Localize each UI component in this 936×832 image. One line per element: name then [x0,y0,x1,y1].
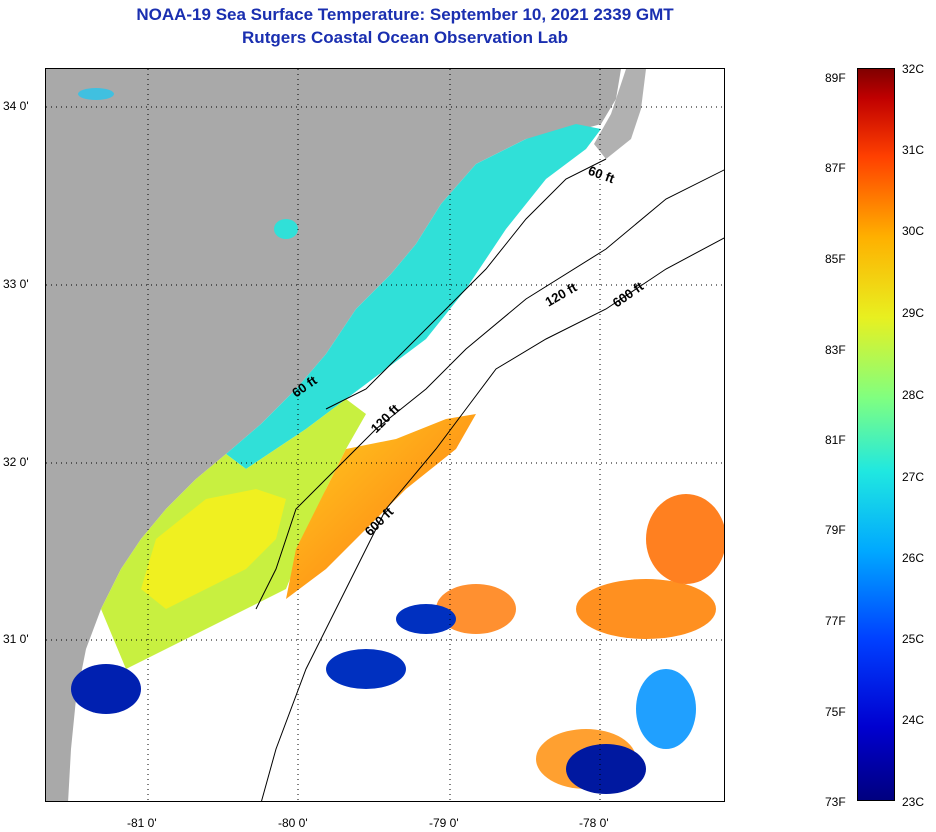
land-area-north [594,69,646,159]
inland-water [274,219,298,239]
colorbar-f-label: 73F [825,795,846,809]
nearshore-cool-water [226,124,601,469]
cold-patch [71,664,141,714]
contour-60ft [325,158,607,410]
map-title: NOAA-19 Sea Surface Temperature: Septemb… [136,5,674,24]
warm-patch [576,579,716,639]
lon-tick: -81 0' [127,816,157,830]
lat-tick: 34 0' [3,99,29,113]
colorbar-c-label: 28C [902,388,925,402]
colorbar-f-label: 87F [825,161,846,175]
colorbar-c-label: 29C [902,306,925,320]
gulf-stream-warm-water [286,414,476,599]
lon-tick: -79 0' [429,816,459,830]
warm-patch [646,494,724,584]
inland-water [78,88,114,100]
lon-tick: -78 0' [579,816,609,830]
lat-tick: 31 0' [3,632,29,646]
colorbar-c-label: 30C [902,224,925,238]
colorbar-c-label: 23C [902,795,925,809]
cold-patch [566,744,646,794]
colorbar-c-label: 25C [902,632,925,646]
colorbar-f-label: 89F [825,71,846,85]
colorbar-f-label: 85F [825,252,846,266]
colorbar-f-label: 79F [825,523,846,537]
colorbar-f-label: 75F [825,705,846,719]
sst-map: 60 ft 120 ft 600 ft 60 ft 120 ft 600 ft [45,68,725,802]
lat-tick: 32 0' [3,455,29,469]
colorbar-c-label: 32C [902,62,925,76]
colorbar-c-label: 24C [902,713,925,727]
lon-tick: -80 0' [278,816,308,830]
colorbar-c-label: 27C [902,470,925,484]
colorbar-f-label: 77F [825,614,846,628]
cold-patch [326,649,406,689]
lat-tick: 33 0' [3,277,29,291]
contour-120ft [255,169,724,610]
contour-600ft [261,237,724,801]
sst-map-canvas [46,69,724,801]
colorbar-f-label: 83F [825,343,846,357]
colorbar-c-label: 31C [902,143,925,157]
colorbar-f-label: 81F [825,433,846,447]
warm-shelf-water [141,489,286,609]
temperature-colorbar [857,68,895,801]
map-subtitle: Rutgers Coastal Ocean Observation Lab [242,28,568,47]
warm-patch [436,584,516,634]
colorbar-c-label: 26C [902,551,925,565]
cold-patch [396,604,456,634]
land-area [46,69,621,801]
cold-patch [636,669,696,749]
gridlines [46,69,724,801]
